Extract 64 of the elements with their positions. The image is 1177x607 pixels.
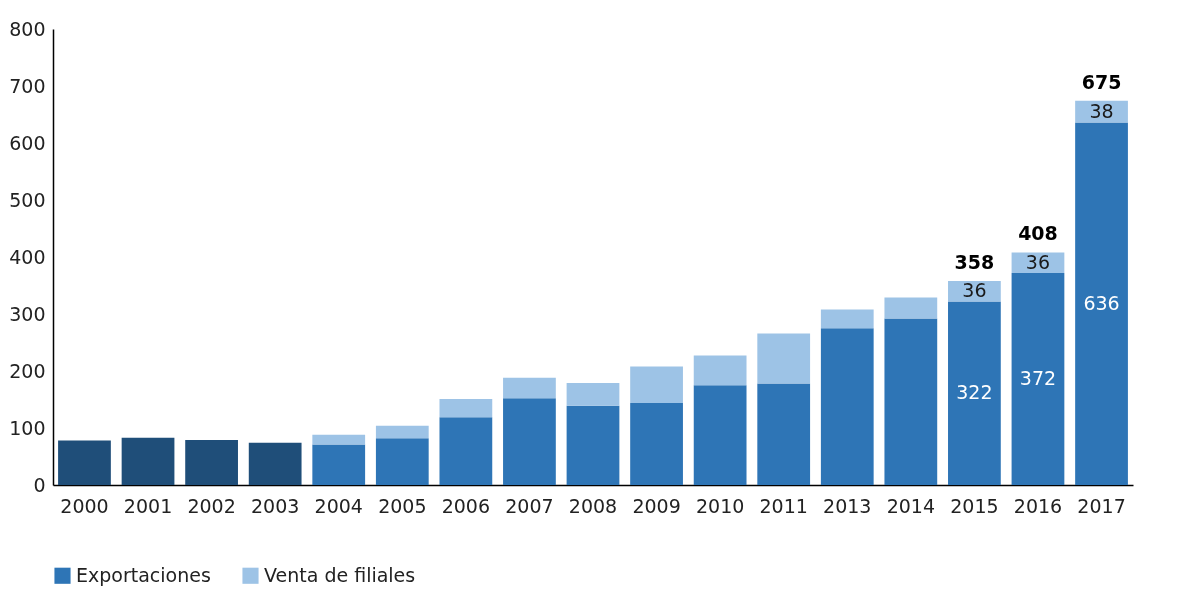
y-tick-label: 800 <box>9 17 46 40</box>
x-tick-label: 2016 <box>1013 494 1063 517</box>
bar <box>757 383 811 485</box>
bar <box>630 402 683 485</box>
bar <box>58 440 111 485</box>
bar <box>693 385 747 485</box>
total-label: 675 <box>1081 70 1122 93</box>
bar <box>566 382 620 406</box>
bar <box>375 438 429 485</box>
bar <box>757 333 811 384</box>
bar <box>820 309 874 329</box>
legend-label: Exportaciones <box>76 563 211 586</box>
data-label: 636 <box>1083 291 1120 314</box>
bar <box>439 398 493 418</box>
data-label: 322 <box>956 381 993 404</box>
bar <box>312 434 366 445</box>
x-tick-label: 2015 <box>950 494 999 517</box>
y-tick-label: 300 <box>9 302 46 325</box>
data-label: 372 <box>1019 366 1057 389</box>
y-tick-label: 400 <box>9 245 46 268</box>
x-tick-label: 2014 <box>886 494 936 517</box>
x-tick-label: 2001 <box>123 494 173 517</box>
bar <box>630 366 683 403</box>
bar <box>820 328 874 485</box>
x-tick-label: 2004 <box>314 494 363 517</box>
x-tick-label: 2000 <box>60 494 109 517</box>
y-tick-label: 500 <box>9 188 46 211</box>
bar <box>503 398 556 485</box>
bar <box>1011 272 1065 485</box>
bar <box>503 377 556 399</box>
bar <box>312 444 366 485</box>
bar <box>1075 122 1128 485</box>
bar <box>121 437 175 485</box>
bar <box>248 442 302 485</box>
y-tick-label: 100 <box>9 416 46 439</box>
x-tick-label: 2006 <box>441 494 491 517</box>
x-tick-label: 2011 <box>759 494 808 517</box>
bar <box>185 439 238 485</box>
y-tick-label: 0 <box>33 473 46 496</box>
legend-label: Venta de filiales <box>264 563 416 586</box>
y-tick-label: 200 <box>9 359 46 382</box>
data-label: 36 <box>1025 250 1051 273</box>
bar <box>566 405 620 485</box>
y-tick-label: 700 <box>9 74 46 97</box>
bar <box>884 318 938 485</box>
bar <box>439 417 493 485</box>
x-tick-label: 2002 <box>187 494 236 517</box>
x-tick-label: 2009 <box>632 494 681 517</box>
total-label: 408 <box>1018 222 1058 245</box>
bar <box>693 355 747 386</box>
x-tick-label: 2007 <box>505 494 554 517</box>
x-tick-label: 2003 <box>250 494 300 517</box>
total-label: 358 <box>954 250 995 273</box>
bar <box>884 297 938 319</box>
x-tick-label: 2005 <box>378 494 427 517</box>
x-tick-label: 2013 <box>823 494 872 517</box>
x-tick-label: 2017 <box>1077 494 1126 517</box>
y-tick-label: 600 <box>9 131 46 154</box>
data-label: 38 <box>1089 99 1114 122</box>
data-label: 36 <box>962 279 987 302</box>
x-tick-label: 2010 <box>695 494 745 517</box>
bar <box>948 301 1001 485</box>
x-tick-label: 2008 <box>568 494 618 517</box>
bar <box>375 425 429 439</box>
